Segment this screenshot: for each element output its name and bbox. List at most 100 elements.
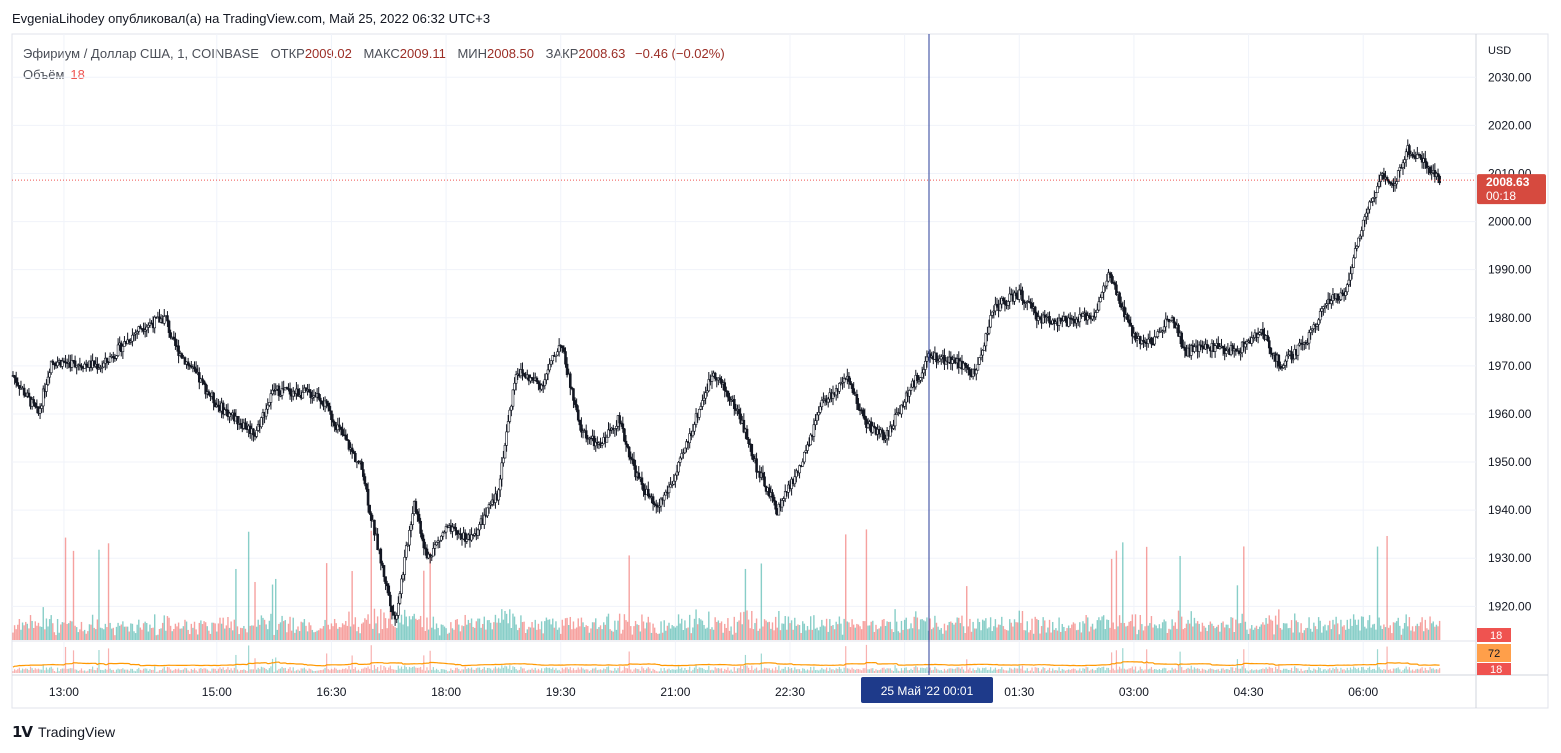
volume-histogram (12, 529, 1441, 640)
ma-pane-volume-bar (125, 669, 127, 673)
volume-bar (1101, 616, 1103, 640)
candle-body (1021, 290, 1024, 301)
candle-body (682, 452, 685, 455)
ma-pane-volume-bar (856, 668, 858, 673)
volume-bar (217, 623, 220, 640)
volume-bar (456, 619, 458, 640)
close-value: 2008.63 (578, 46, 626, 61)
ma-pane-volume-bar (657, 671, 659, 673)
volume-bar (1120, 622, 1122, 640)
volume-bar (1375, 629, 1377, 640)
ma-pane-volume-bar (913, 667, 915, 673)
volume-bar (520, 615, 522, 640)
candle-body (1127, 319, 1131, 324)
volume-bar (1325, 630, 1328, 640)
volume-bar (185, 621, 188, 640)
candle-body (330, 410, 333, 421)
volume-bar (1263, 624, 1266, 640)
volume-bar (641, 614, 643, 640)
ma-pane-volume-bar (813, 666, 815, 673)
volume-legend[interactable]: Объём 18 (23, 67, 85, 82)
candle-body (1107, 272, 1110, 282)
volume-bar (1131, 614, 1134, 640)
ma-pane-volume-bar (980, 670, 982, 673)
ma-pane-volume-bar (1208, 669, 1210, 673)
ma-pane-volume-bar (1184, 669, 1186, 673)
ma-pane-volume-bar (826, 667, 828, 673)
ma-pane-volume-bar (415, 667, 417, 673)
candle-body (629, 456, 633, 460)
volume-bar (1278, 609, 1280, 640)
candle-body (548, 363, 551, 371)
volume-bar (1395, 621, 1398, 640)
symbol-name[interactable]: Эфириум / Доллар США, 1, COINBASE (23, 46, 259, 61)
ma-pane-volume-bar (556, 670, 559, 673)
volume-bar (1294, 613, 1296, 640)
ma-pane-volume-bar (1268, 666, 1270, 673)
ma-pane-volume-bar (1166, 671, 1168, 673)
volume-bar (1435, 624, 1438, 640)
candle-body (557, 345, 561, 353)
candle-body (169, 332, 172, 338)
ma-pane-volume-bar (1192, 669, 1194, 673)
volume-bar (792, 629, 794, 640)
ma-pane-volume-bar (932, 669, 934, 673)
ma-pane-volume-bar (413, 666, 415, 673)
candle-body (373, 519, 376, 536)
ma-pane-volume-bar (510, 669, 512, 673)
ma-pane-volume-bar (1263, 669, 1266, 673)
ma-pane-volume-bar (192, 669, 194, 673)
ma-pane-volume-bar (170, 669, 172, 673)
ma-pane-volume-bar (1185, 668, 1188, 673)
candle-body (1245, 341, 1249, 345)
volume-bar (1180, 616, 1183, 640)
volume-bar (1343, 625, 1345, 640)
volume-bar (1230, 617, 1232, 640)
volume-bar (329, 629, 331, 640)
ma-pane-volume-bar (120, 669, 122, 673)
volume-bar (625, 620, 627, 640)
ma-pane-volume-bar (644, 670, 646, 673)
volume-bar (1270, 619, 1272, 640)
volume-bar (300, 621, 302, 640)
ma-pane-volume-bar (1241, 666, 1243, 673)
candle-body (486, 507, 489, 517)
ma-pane-volume-bar (615, 670, 618, 673)
ma-pane-volume-bar (698, 667, 700, 673)
candle-body (1318, 311, 1322, 321)
volume-bar (814, 628, 817, 640)
ma-pane-volume-bar (572, 668, 575, 673)
candle-body (1250, 337, 1254, 344)
candle-body (565, 363, 569, 376)
tradingview-brand[interactable]: 𝟭𝗩 TradingView (12, 723, 115, 741)
volume-bar (1346, 619, 1348, 640)
volume-bar (720, 621, 723, 640)
candle-body (1310, 328, 1314, 331)
ma-pane-volume-bar (496, 668, 498, 673)
volume-bar (165, 630, 167, 640)
candle-body (403, 556, 406, 575)
candle-body (771, 492, 774, 498)
volume-bar (125, 626, 127, 640)
volume-bar (859, 626, 861, 640)
ma-pane-volume-bar (612, 670, 614, 673)
volume-bar (873, 631, 876, 640)
candle-body (379, 548, 383, 564)
volume-bar (101, 628, 103, 640)
ma-pane-volume-bar (154, 666, 156, 673)
ma-pane-volume-bar (392, 669, 395, 673)
volume-bar (614, 620, 616, 640)
price-tick-label: 1990.00 (1488, 263, 1532, 277)
ma-pane-volume-bar (580, 667, 583, 673)
volume-bar (491, 629, 493, 640)
ma-pane-volume-bar (886, 668, 888, 673)
volume-bar (569, 616, 571, 640)
candle-body (1307, 332, 1311, 344)
volume-bar (674, 627, 677, 640)
volume-bar (974, 628, 976, 640)
ma-pane-volume-bar (617, 668, 619, 673)
ma-pane-volume-bar (577, 667, 579, 673)
volume-bar (1302, 632, 1304, 640)
candle-body (56, 361, 59, 366)
